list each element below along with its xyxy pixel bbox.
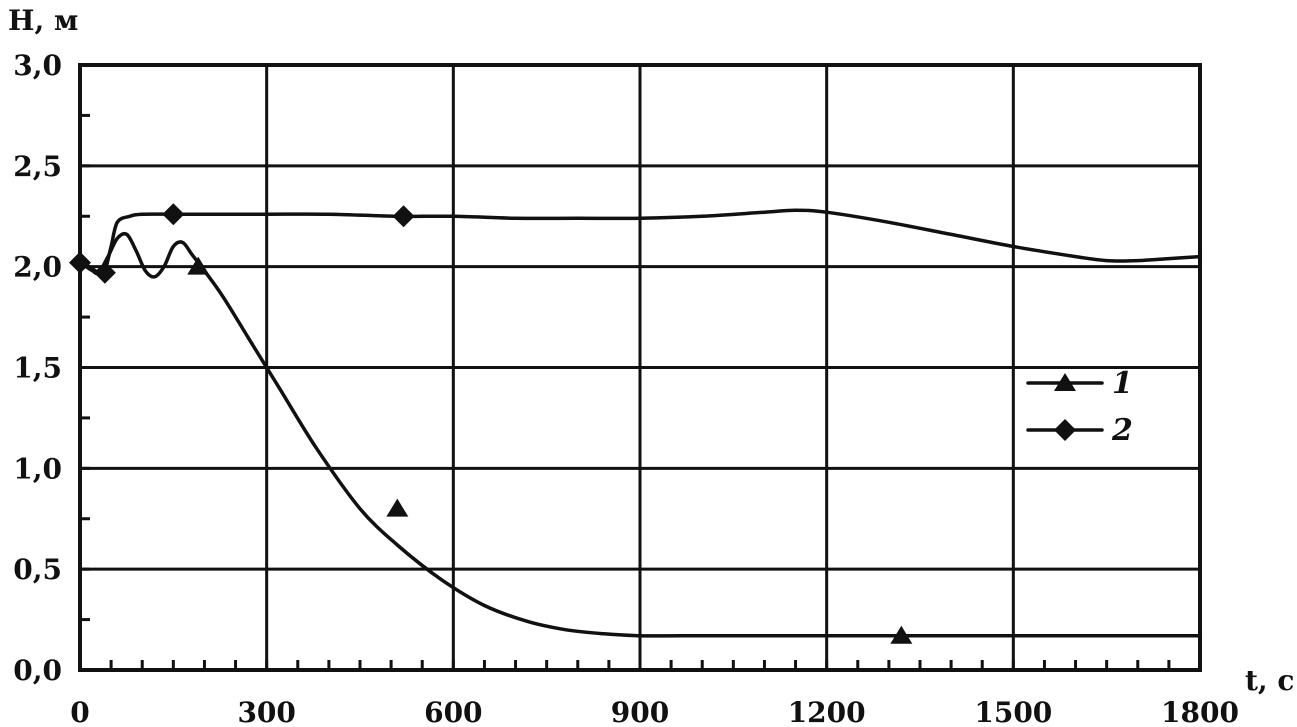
minor-ticks	[80, 113, 1171, 670]
y-tick-label: 0,5	[13, 553, 62, 586]
x-axis-label: t, с	[1245, 664, 1294, 697]
series-2-marker	[69, 251, 91, 274]
y-tick-label: 1,5	[13, 352, 62, 385]
plot-frame	[78, 63, 1202, 672]
series-2-marker	[392, 205, 415, 228]
tick-labels: 0 300 600 900 1200 1500 1800 0,0 0,5 1,0 1,5 2,0 2,5…	[13, 49, 1239, 727]
x-tick-label: 0	[70, 696, 89, 727]
x-tick-label: 1200	[788, 696, 866, 727]
legend: 1 2	[1026, 366, 1133, 448]
y-tick-label: 3,0	[13, 49, 62, 82]
series-1-line	[78, 231, 1202, 638]
series-2-marker	[93, 261, 116, 284]
series-2-marker	[162, 203, 185, 226]
y-tick-label: 2,0	[13, 251, 62, 284]
x-tick-label: 1800	[1161, 696, 1239, 727]
y-tick-label: 2,5	[13, 150, 62, 183]
series-layer	[69, 203, 1202, 644]
series-1-marker	[187, 256, 210, 275]
series-1-marker	[890, 625, 913, 644]
series-2-line	[78, 208, 1202, 276]
x-tick-label: 1500	[974, 696, 1052, 727]
x-tick-label: 900	[611, 696, 669, 727]
y-tick-label: 0,0	[13, 654, 62, 687]
legend-marker-diamond	[1054, 419, 1076, 441]
x-tick-label: 600	[424, 696, 482, 727]
x-tick-label: 300	[237, 696, 295, 727]
grid	[80, 65, 1200, 670]
legend-marker-triangle	[1054, 373, 1076, 391]
y-tick-label: 1,0	[13, 452, 62, 485]
y-axis-label: H, м	[8, 4, 78, 37]
series-1-marker	[386, 498, 409, 517]
legend-label-2: 2	[1111, 413, 1133, 448]
legend-label-1: 1	[1112, 366, 1133, 401]
